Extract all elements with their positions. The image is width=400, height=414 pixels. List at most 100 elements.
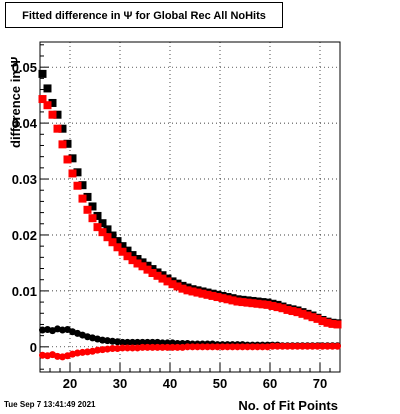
data-point-circle xyxy=(279,342,286,350)
data-point-square xyxy=(83,205,92,214)
data-point-square xyxy=(58,140,67,149)
data-point-circle xyxy=(194,343,201,351)
data-point-circle xyxy=(169,343,176,351)
x-tick-label: 40 xyxy=(163,376,177,391)
data-point-square xyxy=(43,101,52,110)
data-point-square xyxy=(158,274,167,283)
data-point-square xyxy=(278,304,287,313)
data-point-square xyxy=(73,181,82,190)
data-point-square xyxy=(118,242,127,251)
data-point-square xyxy=(118,247,127,256)
data-point-circle xyxy=(144,338,151,346)
data-point-square xyxy=(253,299,262,308)
data-point-circle xyxy=(119,338,126,346)
data-point-circle xyxy=(239,343,246,351)
data-point-square xyxy=(78,181,87,190)
data-point-circle xyxy=(119,344,126,352)
data-point-circle xyxy=(139,343,146,351)
data-point-square xyxy=(258,300,267,309)
data-point-circle xyxy=(164,343,171,351)
data-point-square xyxy=(243,298,252,307)
data-point-square xyxy=(88,202,97,211)
data-point-square xyxy=(218,294,227,303)
data-point-circle xyxy=(289,342,296,350)
data-point-circle xyxy=(149,338,156,346)
data-point-circle xyxy=(124,344,131,352)
data-point-square xyxy=(178,284,187,293)
data-point-square xyxy=(213,293,222,302)
data-point-square xyxy=(223,295,232,304)
data-point-square xyxy=(108,231,117,240)
data-point-circle xyxy=(259,343,266,351)
data-point-circle xyxy=(109,345,116,353)
data-point-circle xyxy=(269,342,276,350)
data-point-square xyxy=(83,192,92,201)
y-tick-label: 0.01 xyxy=(12,284,37,299)
data-point-square xyxy=(303,311,312,320)
y-tick-label: 0.03 xyxy=(12,172,37,187)
data-point-circle xyxy=(134,338,141,346)
data-point-square xyxy=(318,317,327,326)
data-point-square xyxy=(78,194,87,203)
data-point-circle xyxy=(189,343,196,351)
data-point-square xyxy=(313,314,322,323)
data-point-circle xyxy=(249,343,256,351)
data-point-circle xyxy=(299,342,306,350)
data-point-square xyxy=(188,287,197,296)
data-point-square xyxy=(63,139,72,148)
axis-ticks: 20 30 40 50 60 70 0 0.01 0.02 0.03 0.04 0.05 xyxy=(12,44,341,391)
data-point-square xyxy=(193,288,202,297)
data-point-circle xyxy=(284,342,291,350)
data-point-circle xyxy=(329,342,336,350)
data-point-square xyxy=(293,308,302,317)
y-tick-label: 0.02 xyxy=(12,228,37,243)
data-point-square xyxy=(298,309,307,318)
data-point-square xyxy=(68,154,77,163)
data-point-square xyxy=(323,318,332,327)
x-tick-label: 70 xyxy=(313,376,327,391)
data-point-circle xyxy=(254,343,261,351)
data-point-circle xyxy=(219,343,226,351)
data-point-circle xyxy=(149,343,156,351)
data-point-circle xyxy=(199,343,206,351)
data-point-circle xyxy=(139,338,146,346)
data-point-circle xyxy=(154,343,161,351)
data-point-square xyxy=(48,98,57,107)
data-point-circle xyxy=(159,343,166,351)
data-point-square xyxy=(133,259,142,268)
data-point-circle xyxy=(314,342,321,350)
data-point-circle xyxy=(229,343,236,351)
data-point-circle xyxy=(234,343,241,351)
data-point-square xyxy=(183,286,192,295)
data-point-circle xyxy=(334,342,341,350)
data-point-circle xyxy=(144,343,151,351)
data-point-circle xyxy=(214,343,221,351)
data-point-square xyxy=(58,124,67,133)
data-point-square xyxy=(333,320,342,329)
data-point-square xyxy=(283,305,292,314)
data-point-square xyxy=(113,237,122,246)
data-point-circle xyxy=(274,342,281,350)
data-point-square xyxy=(143,265,152,274)
data-point-square xyxy=(63,155,72,164)
data-point-square xyxy=(88,214,97,223)
data-point-square xyxy=(233,297,242,306)
data-point-square xyxy=(268,302,277,310)
data-point-square xyxy=(228,296,237,305)
data-point-square xyxy=(108,238,117,247)
data-point-square xyxy=(288,307,297,316)
data-point-square xyxy=(308,313,317,322)
data-point-square xyxy=(68,169,77,178)
data-point-square xyxy=(48,110,57,119)
data-point-circle xyxy=(184,343,191,351)
x-tick-label: 50 xyxy=(213,376,227,391)
data-point-square xyxy=(38,69,47,78)
y-axis-label: difference in Ψ xyxy=(8,57,23,148)
data-point-square xyxy=(168,280,177,289)
data-point-circle xyxy=(129,338,136,346)
data-point-square xyxy=(153,271,162,280)
data-markers xyxy=(38,69,342,361)
x-tick-label: 60 xyxy=(263,376,277,391)
data-point-circle xyxy=(324,342,331,350)
data-point-square xyxy=(98,219,107,228)
